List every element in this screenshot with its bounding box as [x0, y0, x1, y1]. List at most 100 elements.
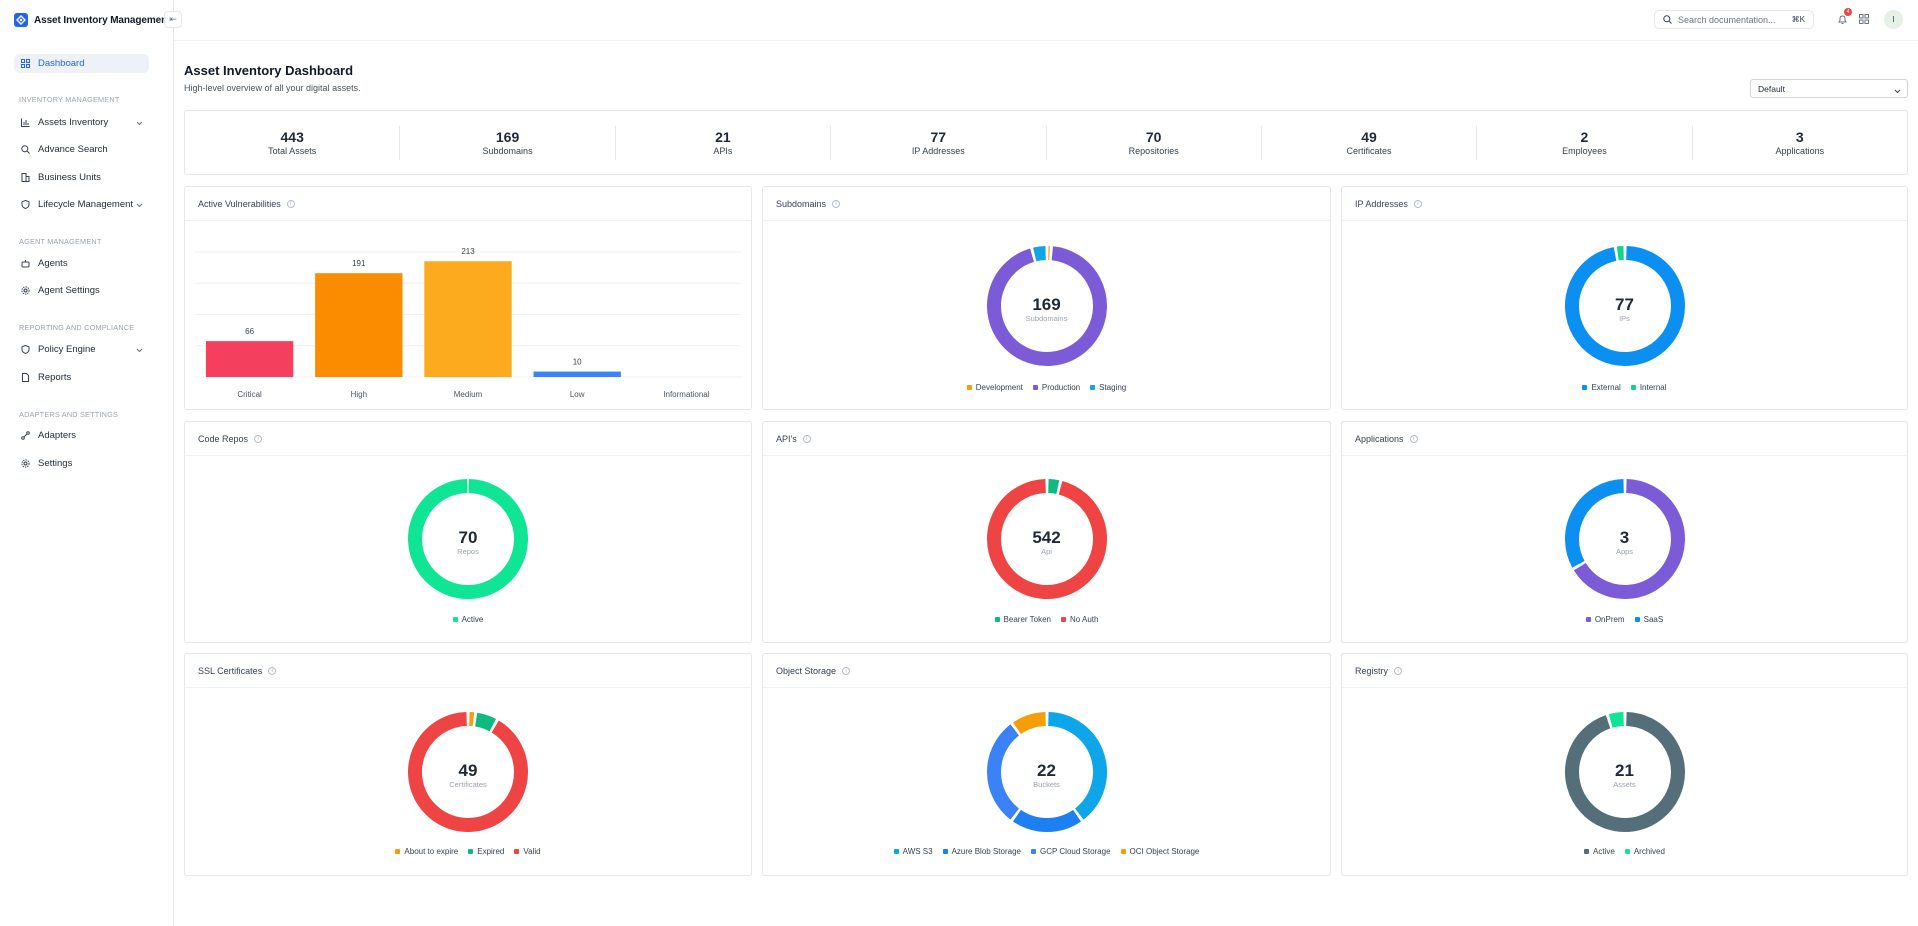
user-avatar[interactable]: I — [1884, 10, 1903, 29]
chart-legend: External Internal — [1342, 383, 1907, 392]
apps-donut: 3 Apps — [1564, 478, 1686, 600]
legend-item[interactable]: OCI Object Storage — [1120, 847, 1200, 856]
info-icon[interactable]: i — [1413, 199, 1422, 208]
app-logo-icon — [14, 13, 28, 27]
apis-donut: 542 Api — [986, 478, 1108, 600]
legend-item[interactable]: Expired — [468, 847, 504, 856]
sidebar-item-business-units[interactable]: Business Units — [14, 168, 149, 187]
legend-swatch — [994, 617, 1000, 622]
card-title: Applications — [1355, 433, 1404, 444]
notification-badge: 4 — [1844, 8, 1852, 16]
sidebar-item-dashboard[interactable]: Dashboard — [14, 54, 149, 73]
sidebar-item-agent-settings[interactable]: Agent Settings — [14, 281, 149, 300]
chevron-down-icon — [136, 118, 143, 129]
sidebar-item-lifecycle-management[interactable]: Lifecycle Management — [14, 195, 149, 214]
stat-applications[interactable]: 3 Applications — [1693, 126, 1907, 160]
legend-swatch — [1624, 849, 1630, 854]
legend-item[interactable]: Internal — [1630, 383, 1667, 392]
donut-svg — [986, 246, 1107, 366]
ips-donut: 77 IPs — [1564, 245, 1686, 367]
donut-slice-no-auth — [986, 479, 1107, 599]
stat-employees[interactable]: 2 Employees — [1477, 125, 1693, 160]
card-title: IP Addresses — [1355, 198, 1408, 209]
card-header: API's i — [763, 422, 1330, 456]
donut-slice-active — [408, 479, 528, 599]
collapse-sidebar-button[interactable]: ⇤ — [164, 11, 182, 28]
legend-item[interactable]: Archived — [1624, 847, 1665, 856]
legend-item[interactable]: Azure Blob Storage — [942, 847, 1021, 856]
stat-total-assets[interactable]: 443 Total Assets — [185, 125, 401, 160]
legend-item[interactable]: Active — [452, 615, 484, 624]
donut-slice-external — [1564, 246, 1685, 366]
donut-center-label: Subdomains — [1025, 314, 1068, 323]
stat-subdomains[interactable]: 169 Subdomains — [400, 125, 616, 160]
info-icon[interactable]: i — [832, 199, 841, 208]
legend-item[interactable]: No Auth — [1060, 615, 1098, 624]
legend-item[interactable]: AWS S3 — [893, 847, 933, 856]
legend-item[interactable]: Bearer Token — [994, 615, 1051, 624]
section-label: INVENTORY MANAGEMENT — [19, 95, 120, 104]
info-icon[interactable]: i — [1409, 434, 1418, 443]
info-icon[interactable]: i — [842, 666, 851, 675]
legend-item[interactable]: Active — [1584, 847, 1615, 856]
sidebar-item-label: Settings — [38, 458, 73, 469]
legend-label: Active — [461, 615, 484, 624]
donut-center-value: 542 — [1032, 528, 1061, 547]
shield-icon — [20, 345, 30, 355]
legend-item[interactable]: Staging — [1090, 383, 1126, 392]
gear-icon — [20, 459, 30, 469]
stat-label: Applications — [1775, 146, 1825, 156]
repos-donut: 70 Repos — [407, 478, 529, 600]
legend-swatch — [1634, 617, 1640, 622]
bot-icon — [20, 259, 30, 269]
stat-label: Repositories — [1128, 146, 1179, 156]
info-icon[interactable]: i — [1394, 666, 1403, 675]
info-icon[interactable]: i — [254, 434, 263, 443]
card-title: API's — [776, 433, 797, 444]
legend-item[interactable]: Valid — [514, 847, 541, 856]
stat-certificates[interactable]: 49 Certificates — [1262, 125, 1478, 160]
notifications-button[interactable]: 4 — [1834, 8, 1852, 27]
stat-repositories[interactable]: 70 Repositories — [1047, 125, 1262, 160]
apps-grid-button[interactable] — [1856, 11, 1872, 27]
legend-item[interactable]: GCP Cloud Storage — [1030, 847, 1111, 856]
sidebar-item-policy-engine[interactable]: Policy Engine — [14, 340, 149, 359]
stat-apis[interactable]: 21 APIs — [616, 125, 832, 160]
card-subdomains: Subdomains i 169 Subdomains Development P… — [762, 186, 1331, 410]
sidebar-item-advance-search[interactable]: Advance Search — [14, 140, 149, 159]
sidebar-item-assets-inventory[interactable]: Assets Inventory — [14, 113, 149, 132]
legend-item[interactable]: About to expire — [395, 847, 458, 856]
bar-critical — [205, 341, 294, 377]
stat-label: Employees — [1562, 146, 1607, 156]
chart-icon — [20, 118, 30, 128]
card-title: Subdomains — [776, 198, 827, 209]
info-icon[interactable]: i — [802, 434, 811, 443]
legend-swatch — [452, 617, 458, 622]
stat-ip-addresses[interactable]: 77 IP Addresses — [831, 125, 1047, 160]
legend-item[interactable]: SaaS — [1634, 615, 1663, 624]
donut-slice-gcp-cloud-storage — [986, 724, 1019, 820]
legend-item[interactable]: Development — [966, 383, 1023, 392]
legend-item[interactable]: Production — [1032, 383, 1081, 392]
legend-item[interactable]: External — [1582, 383, 1621, 392]
legend-label: Valid — [523, 847, 541, 856]
section-label: REPORTING AND COMPLIANCE — [19, 323, 135, 332]
shield-icon — [20, 200, 30, 210]
sidebar-item-agents[interactable]: Agents — [14, 254, 149, 273]
legend-swatch — [468, 849, 474, 854]
sidebar-item-reports[interactable]: Reports — [14, 368, 149, 387]
sidebar-item-settings[interactable]: Settings — [14, 454, 149, 473]
sidebar-item-adapters[interactable]: Adapters — [14, 426, 149, 445]
legend-label: OCI Object Storage — [1129, 847, 1200, 856]
info-icon[interactable]: i — [268, 666, 277, 675]
search-input[interactable]: Search documentation... ⌘K — [1654, 10, 1814, 29]
file-icon — [20, 373, 30, 383]
search-placeholder: Search documentation... — [1678, 14, 1776, 25]
gear-icon — [20, 286, 30, 296]
brand[interactable]: Asset Inventory Management — [0, 0, 173, 40]
dashboard-view-select[interactable]: Default — [1750, 79, 1908, 98]
legend-item[interactable]: OnPrem — [1585, 615, 1625, 624]
legend-label: Production — [1041, 383, 1081, 392]
legend-swatch — [395, 849, 401, 854]
info-icon[interactable]: i — [286, 199, 295, 208]
